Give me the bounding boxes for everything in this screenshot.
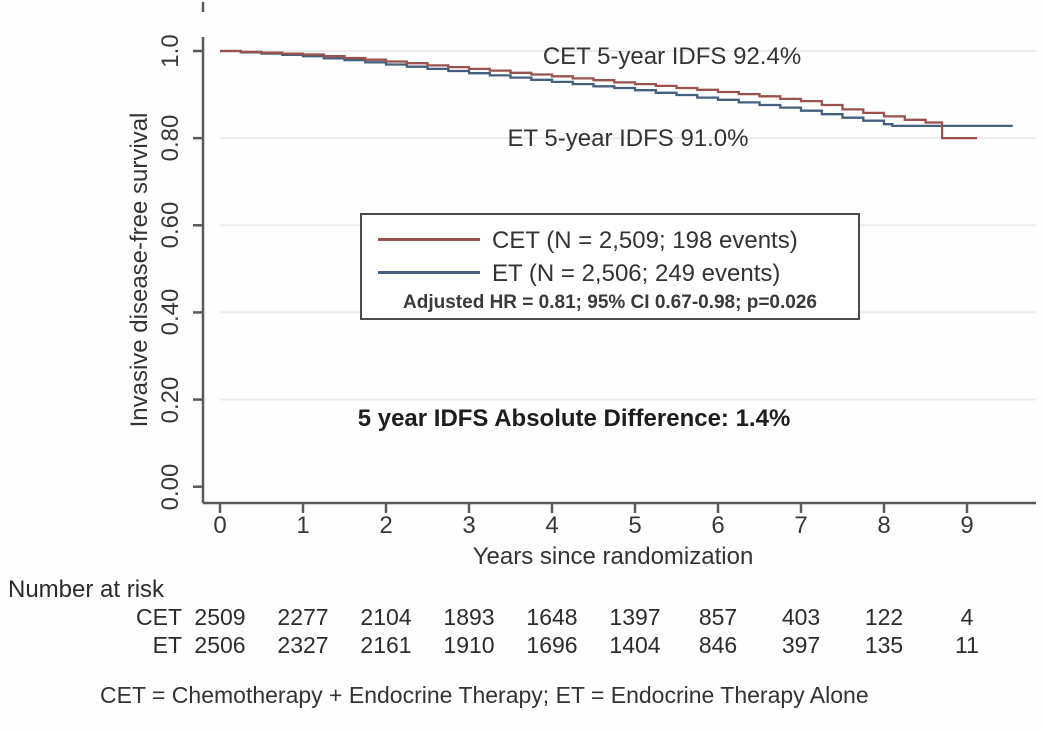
x-tick-label: 2 xyxy=(379,512,393,539)
y-tick-label: 0.20 xyxy=(157,376,184,423)
risk-value: 1648 xyxy=(526,604,578,630)
y-tick-label: 0.60 xyxy=(157,201,184,249)
y-tick-label: 1.0 xyxy=(157,34,184,68)
et-legend-label: ET (N = 2,506; 249 events) xyxy=(492,260,781,287)
x-tick-label: 8 xyxy=(877,512,891,539)
risk-value: 846 xyxy=(698,632,738,658)
risk-value: 397 xyxy=(781,632,821,658)
risk-value: 4 xyxy=(960,604,974,630)
risk-value: 1397 xyxy=(609,604,661,630)
risk-table-heading: Number at risk xyxy=(8,576,165,603)
y-tick-label: 0.80 xyxy=(157,114,184,162)
risk-value: 857 xyxy=(698,604,738,630)
cet-curve-annotation: CET 5-year IDFS 92.4% xyxy=(542,43,802,70)
hazard-ratio-stats: Adjusted HR = 0.81; 95% CI 0.67-0.98; p=… xyxy=(403,292,817,313)
risk-value: 2506 xyxy=(194,632,246,658)
risk-value: 11 xyxy=(955,632,979,658)
y-axis-title: Invasive disease-free survival xyxy=(126,112,153,428)
risk-value: 1910 xyxy=(443,632,495,658)
x-tick-label: 7 xyxy=(794,512,808,539)
x-tick-label: 3 xyxy=(462,512,476,539)
x-tick-label: 9 xyxy=(960,512,974,539)
risk-value: 122 xyxy=(864,604,904,630)
risk-value: 1404 xyxy=(609,632,661,658)
et-legend-line-sample xyxy=(378,271,480,274)
risk-value: 2161 xyxy=(360,632,412,658)
x-tick-label: 6 xyxy=(711,512,725,539)
legend-box: CET (N = 2,509; 198 events) ET (N = 2,50… xyxy=(360,213,860,320)
cet-legend-label: CET (N = 2,509; 198 events) xyxy=(492,227,798,254)
risk-value: 403 xyxy=(781,604,821,630)
risk-row-label: ET xyxy=(152,632,182,658)
risk-value: 2327 xyxy=(277,632,329,658)
x-axis-title: Years since randomization xyxy=(472,543,754,570)
absolute-difference-note: 5 year IDFS Absolute Difference: 1.4% xyxy=(357,405,791,432)
cet-legend-line-sample xyxy=(378,238,480,241)
risk-row-label: CET xyxy=(136,604,182,630)
x-tick-label: 4 xyxy=(545,512,559,539)
y-tick-label: 0.00 xyxy=(157,463,184,511)
y-tick-label: 0.40 xyxy=(157,289,184,336)
cet-survival-curve xyxy=(220,49,977,140)
risk-value: 1893 xyxy=(443,604,495,630)
risk-value: 2277 xyxy=(277,604,329,630)
et-curve-annotation: ET 5-year IDFS 91.0% xyxy=(507,125,749,152)
abbreviation-footnote: CET = Chemotherapy + Endocrine Therapy; … xyxy=(100,682,869,708)
x-tick-label: 1 xyxy=(296,512,310,539)
risk-value: 135 xyxy=(864,632,904,658)
x-tick-label: 5 xyxy=(628,512,642,539)
risk-value: 2509 xyxy=(194,604,246,630)
risk-value: 1696 xyxy=(526,632,578,658)
risk-value: 2104 xyxy=(360,604,412,630)
x-tick-label: 0 xyxy=(213,512,227,539)
